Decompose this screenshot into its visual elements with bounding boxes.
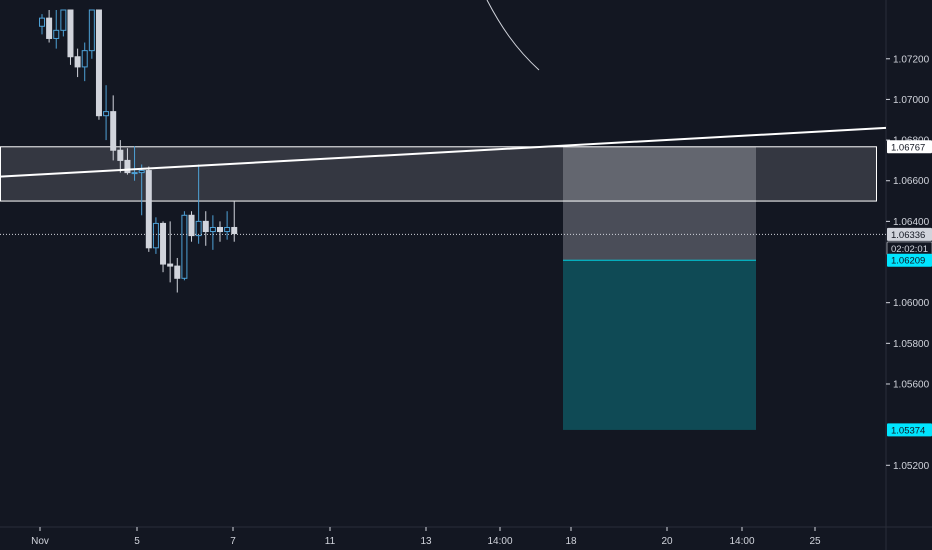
candle-body [152, 222, 159, 249]
time-tick-label: Nov [31, 536, 49, 547]
candle-body [167, 263, 174, 267]
candle [117, 140, 124, 173]
candle [231, 201, 238, 242]
candle-body [209, 226, 216, 233]
candle [103, 85, 110, 141]
candle [39, 14, 45, 35]
candle-body [81, 50, 88, 68]
candle [209, 215, 216, 250]
price-tags: 1.06767 1.06336 02:02:011.06209 1.05374 [886, 140, 932, 437]
candle-body [110, 111, 117, 151]
candle [181, 211, 188, 281]
candle [81, 42, 88, 82]
candle [195, 164, 202, 244]
candle [202, 211, 209, 246]
candle [95, 9, 102, 120]
price-tick-label: 1.07200 [893, 54, 930, 65]
countdown-tag-text: 02:02:01 [891, 244, 928, 255]
entry-price-tag-text: 1.06209 [891, 256, 925, 267]
target-price-tag-bg [887, 423, 932, 437]
target-price-tag: 1.05374 [887, 423, 932, 437]
candle [110, 95, 117, 161]
candle-body [88, 9, 95, 52]
candles [39, 9, 238, 293]
current-price-tag-bg [887, 227, 932, 241]
candle [88, 9, 95, 59]
current-price-tag-text: 1.06336 [891, 230, 925, 241]
candle-body [160, 222, 167, 265]
candle [160, 221, 167, 273]
candle-body [145, 170, 152, 249]
candle [188, 211, 195, 242]
candle [46, 10, 53, 43]
target-area[interactable] [563, 260, 756, 430]
candle-body [224, 226, 231, 233]
time-axis[interactable]: Nov 5 7 11 13 14:00 18 20 14:00 25 [31, 527, 821, 547]
candle-body [46, 17, 53, 39]
candle-body [60, 9, 67, 31]
zone-top-tag-text: 1.06767 [891, 142, 925, 153]
price-tick-label: 1.06000 [893, 298, 930, 309]
drawings[interactable] [0, 0, 887, 235]
candle-body [138, 170, 145, 174]
price-tick-label: 1.07000 [893, 95, 930, 106]
candle-body [74, 56, 81, 68]
candle [67, 9, 74, 65]
candle [53, 10, 60, 49]
candle-body [217, 226, 223, 233]
time-tick-label: 5 [134, 536, 140, 547]
time-tick-label: 7 [230, 536, 236, 547]
candle-body [131, 172, 138, 175]
candle-body [202, 220, 209, 233]
candle [131, 146, 138, 181]
candle [217, 221, 223, 242]
trend-line[interactable] [0, 126, 887, 178]
time-tick-label: 20 [661, 536, 673, 547]
time-tick-label: 18 [565, 536, 577, 547]
time-tick-label: 25 [809, 536, 821, 547]
candle [60, 9, 67, 37]
current-price-tag: 1.06336 [887, 227, 932, 241]
entry-price-tag-bg [887, 253, 932, 267]
time-tick-label: 13 [420, 536, 432, 547]
candle-body [181, 214, 188, 279]
price-tick-label: 1.05600 [893, 379, 930, 390]
candle [145, 166, 152, 252]
zone-top-tag: 1.06767 [887, 140, 932, 154]
candle-body [117, 149, 124, 161]
price-tick-label: 1.05800 [893, 339, 930, 350]
price-tick-label: 1.05200 [893, 461, 930, 472]
candle-body [124, 159, 131, 174]
candle-body [53, 29, 60, 39]
candle-body [95, 9, 102, 117]
countdown-tag: 02:02:01 [886, 241, 932, 256]
target-price-tag-text: 1.05374 [891, 425, 925, 436]
zone-top-tag-bg [887, 140, 932, 154]
entry-price-tag: 1.06209 [887, 253, 932, 267]
price-tick-label: 1.06600 [893, 176, 930, 187]
time-tick-label: 14:00 [729, 536, 754, 547]
candle-body [103, 111, 110, 117]
candle-body [231, 226, 238, 235]
candle [138, 164, 145, 216]
candle-body [188, 214, 195, 237]
candle [167, 221, 174, 283]
candle-body [67, 9, 74, 58]
time-tick-label: 11 [325, 536, 336, 547]
candle-body [39, 17, 45, 27]
stop-area[interactable] [563, 146, 756, 261]
candle [224, 211, 231, 240]
candle [74, 48, 81, 78]
price-tick-label: 1.06400 [893, 217, 930, 228]
time-tick-label: 14:00 [487, 536, 512, 547]
candle-body [174, 265, 181, 279]
arc-drawing[interactable] [486, 0, 540, 71]
position-tool[interactable] [563, 146, 756, 430]
candle-body [195, 220, 202, 237]
candle [152, 217, 159, 254]
candle [174, 257, 181, 293]
